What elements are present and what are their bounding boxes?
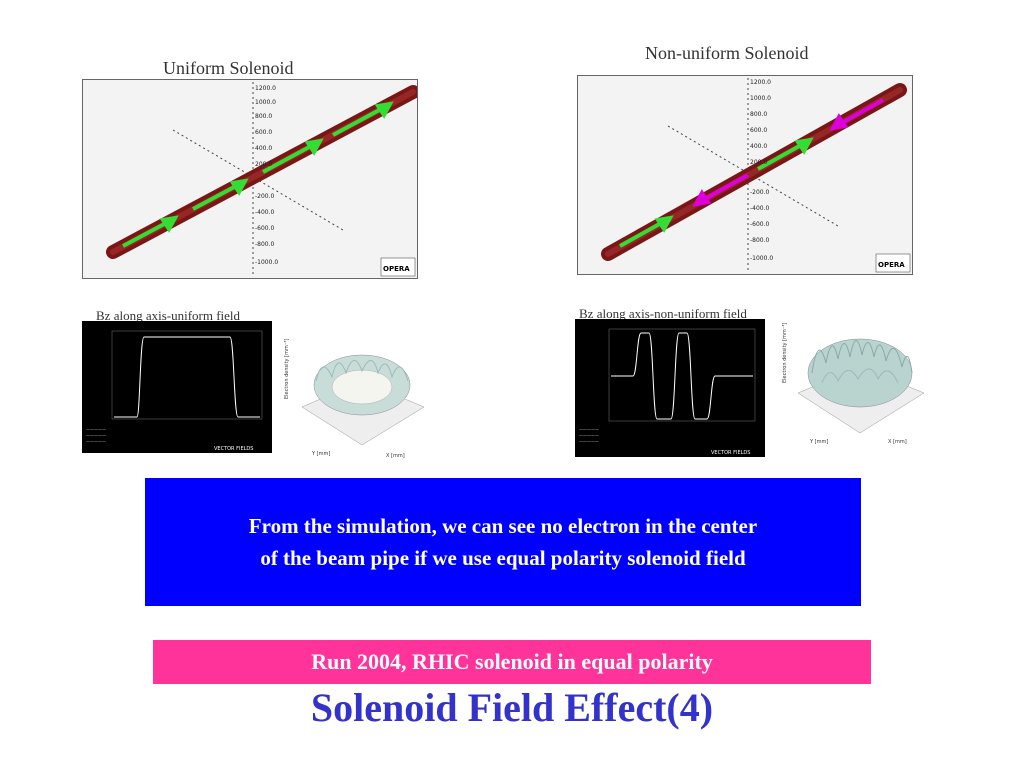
- svg-text:Electron density [mm⁻³]: Electron density [mm⁻³]: [782, 323, 788, 383]
- opera-logo: OPERA: [383, 265, 410, 273]
- run-info-bar: Run 2004, RHIC solenoid in equal polarit…: [153, 640, 871, 684]
- svg-text:-800.0: -800.0: [750, 237, 770, 244]
- uniform-solenoid-image: 1200.0 1000.0 800.0 600.0 400.0 200.0 -2…: [82, 79, 420, 279]
- svg-text:600.0: 600.0: [255, 129, 272, 136]
- svg-text:X [mm]: X [mm]: [386, 453, 405, 459]
- uniform-solenoid-caption: Uniform Solenoid: [163, 58, 294, 78]
- bz-nonuniform-trace: ——————————————— VECTOR FIELDS: [579, 328, 756, 456]
- svg-text:—————: —————: [579, 433, 599, 438]
- surface-right-drawing: Electron density [mm⁻³] X [mm] Y [mm]: [782, 323, 925, 445]
- conclusion-line-2: of the beam pipe if we use equal polarit…: [260, 546, 746, 570]
- opera-logo: OPERA: [878, 261, 905, 269]
- svg-text:800.0: 800.0: [750, 111, 767, 118]
- nonuniform-solenoid-image: 1200.0 1000.0 800.0 600.0 400.0 200.0 -2…: [577, 75, 913, 275]
- svg-text:-600.0: -600.0: [750, 221, 770, 228]
- bz-uniform-trace: ——————————————— VECTOR FIELDS: [86, 330, 263, 452]
- svg-text:-200.0: -200.0: [750, 189, 770, 196]
- svg-text:X [mm]: X [mm]: [888, 439, 907, 445]
- bz-nonuniform-plot: ————— ————— ————— VECTOR FIELDS: [575, 319, 765, 457]
- svg-text:—————: —————: [579, 439, 599, 444]
- svg-text:-400.0: -400.0: [750, 205, 770, 212]
- svg-text:800.0: 800.0: [255, 113, 272, 120]
- svg-text:200.0: 200.0: [255, 161, 272, 168]
- svg-text:1200.0: 1200.0: [750, 79, 771, 86]
- vector-fields-logo: VECTOR FIELDS: [214, 446, 253, 452]
- svg-text:Y [mm]: Y [mm]: [311, 451, 330, 457]
- svg-text:-600.0: -600.0: [255, 225, 275, 232]
- bz-nonuniform-caption: Bz along axis-non-uniform field: [579, 306, 747, 321]
- bz-uniform-plot: ————— ————— ————— VECTOR FIELDS: [82, 321, 272, 453]
- conclusion-line-1: From the simulation, we can see no elect…: [248, 514, 758, 538]
- svg-text:Electron density [mm⁻³]: Electron density [mm⁻³]: [284, 339, 290, 399]
- bz-uniform-caption: Bz along axis-uniform field: [96, 308, 241, 323]
- svg-text:—————: —————: [579, 427, 599, 432]
- svg-text:-200.0: -200.0: [255, 193, 275, 200]
- electron-density-surface-right: Electron density [mm⁻³] X [mm] Y [mm]: [778, 303, 942, 453]
- svg-text:1200.0: 1200.0: [255, 85, 276, 92]
- svg-text:—————: —————: [86, 439, 106, 444]
- slide-title: Solenoid Field Effect(4): [310, 685, 714, 730]
- simulation-conclusion-box: From the simulation, we can see no elect…: [145, 478, 861, 606]
- svg-text:600.0: 600.0: [750, 127, 767, 134]
- nonuniform-solenoid-caption: Non-uniform Solenoid: [645, 43, 809, 63]
- svg-text:1000.0: 1000.0: [750, 95, 771, 102]
- svg-text:-1000.0: -1000.0: [255, 259, 278, 266]
- svg-text:1000.0: 1000.0: [255, 99, 276, 106]
- svg-text:Y [mm]: Y [mm]: [809, 439, 828, 445]
- svg-text:-1000.0: -1000.0: [750, 255, 773, 262]
- svg-text:200.0: 200.0: [750, 159, 767, 166]
- electron-density-surface-left: Electron density [mm⁻³] X [mm] Y [mm]: [282, 315, 440, 465]
- vector-fields-logo: VECTOR FIELDS: [711, 450, 750, 456]
- svg-text:400.0: 400.0: [750, 143, 767, 150]
- svg-text:400.0: 400.0: [255, 145, 272, 152]
- surface-left-drawing: Electron density [mm⁻³] X [mm] Y [mm]: [284, 339, 425, 459]
- svg-text:-800.0: -800.0: [255, 241, 275, 248]
- svg-text:-400.0: -400.0: [255, 209, 275, 216]
- nonuniform-solenoid-drawing: 1200.0 1000.0 800.0 600.0 400.0 200.0 -2…: [601, 78, 911, 273]
- svg-text:—————: —————: [86, 427, 106, 432]
- uniform-solenoid-drawing: 1200.0 1000.0 800.0 600.0 400.0 200.0 -2…: [106, 82, 420, 277]
- svg-text:—————: —————: [86, 433, 106, 438]
